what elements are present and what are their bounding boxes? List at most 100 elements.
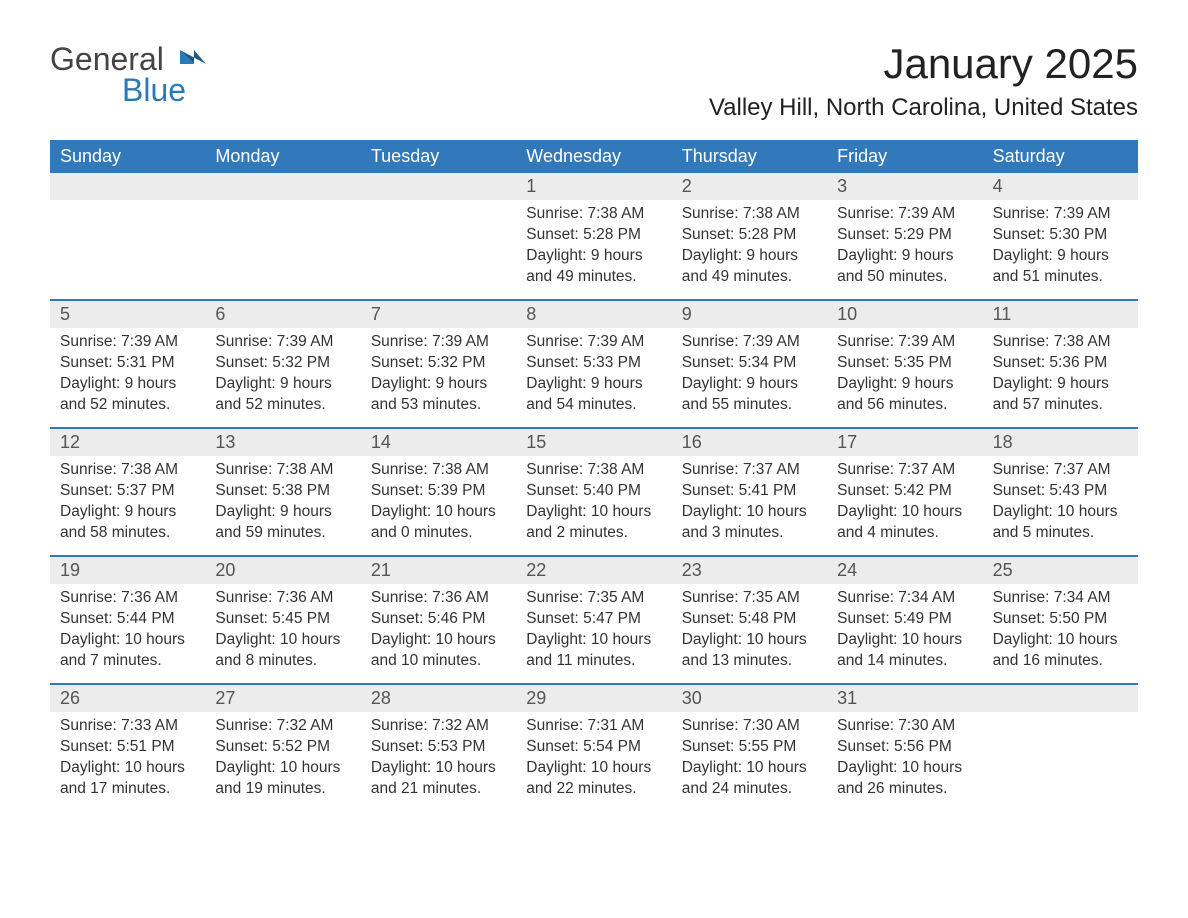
calendar-cell: 11Sunrise: 7:38 AMSunset: 5:36 PMDayligh… bbox=[983, 301, 1138, 427]
day-details: Sunrise: 7:39 AMSunset: 5:32 PMDaylight:… bbox=[361, 328, 516, 426]
day-number-row: 23 bbox=[672, 557, 827, 584]
daylight-text-1: Daylight: 9 hours bbox=[526, 374, 661, 395]
sunset-text: Sunset: 5:32 PM bbox=[215, 353, 350, 374]
calendar-cell: 31Sunrise: 7:30 AMSunset: 5:56 PMDayligh… bbox=[827, 685, 982, 811]
day-header-sun: Sunday bbox=[50, 140, 205, 173]
daylight-text-1: Daylight: 9 hours bbox=[682, 374, 817, 395]
calendar-week: 5Sunrise: 7:39 AMSunset: 5:31 PMDaylight… bbox=[50, 299, 1138, 427]
sunset-text: Sunset: 5:35 PM bbox=[837, 353, 972, 374]
day-details: Sunrise: 7:33 AMSunset: 5:51 PMDaylight:… bbox=[50, 712, 205, 810]
calendar-cell: 21Sunrise: 7:36 AMSunset: 5:46 PMDayligh… bbox=[361, 557, 516, 683]
weeks-container: ... 1 Sunrise: 7:38 AMSunset: 5:28 PMDayli… bbox=[50, 173, 1138, 811]
daylight-text-2: and 56 minutes. bbox=[837, 395, 972, 416]
day-number: 12 bbox=[60, 432, 80, 452]
day-details: Sunrise: 7:38 AMSunset: 5:28 PMDaylight:… bbox=[516, 200, 671, 298]
sunrise-text: Sunrise: 7:39 AM bbox=[993, 204, 1128, 225]
sunrise-text: Sunrise: 7:30 AM bbox=[682, 716, 817, 737]
day-details: Sunrise: 7:34 AMSunset: 5:50 PMDaylight:… bbox=[983, 584, 1138, 682]
day-number: 3 bbox=[837, 176, 847, 196]
daylight-text-1: Daylight: 10 hours bbox=[371, 630, 506, 651]
day-number: 17 bbox=[837, 432, 857, 452]
sunrise-text: Sunrise: 7:38 AM bbox=[371, 460, 506, 481]
day-number: 20 bbox=[215, 560, 235, 580]
day-headers-row: Sunday Monday Tuesday Wednesday Thursday… bbox=[50, 140, 1138, 173]
day-number: 16 bbox=[682, 432, 702, 452]
daylight-text-1: Daylight: 10 hours bbox=[60, 758, 195, 779]
day-number: 28 bbox=[371, 688, 391, 708]
day-number: 22 bbox=[526, 560, 546, 580]
day-header-thu: Thursday bbox=[672, 140, 827, 173]
sunset-text: Sunset: 5:29 PM bbox=[837, 225, 972, 246]
daylight-text-2: and 54 minutes. bbox=[526, 395, 661, 416]
daylight-text-2: and 51 minutes. bbox=[993, 267, 1128, 288]
day-number: 15 bbox=[526, 432, 546, 452]
calendar-cell: 19Sunrise: 7:36 AMSunset: 5:44 PMDayligh… bbox=[50, 557, 205, 683]
day-number-row: . bbox=[983, 685, 1138, 712]
daylight-text-1: Daylight: 10 hours bbox=[526, 502, 661, 523]
day-number: 2 bbox=[682, 176, 692, 196]
day-number: 10 bbox=[837, 304, 857, 324]
daylight-text-1: Daylight: 10 hours bbox=[993, 630, 1128, 651]
sunrise-text: Sunrise: 7:38 AM bbox=[682, 204, 817, 225]
day-details: Sunrise: 7:39 AMSunset: 5:33 PMDaylight:… bbox=[516, 328, 671, 426]
day-details: Sunrise: 7:38 AMSunset: 5:40 PMDaylight:… bbox=[516, 456, 671, 554]
sunrise-text: Sunrise: 7:34 AM bbox=[993, 588, 1128, 609]
day-details: Sunrise: 7:31 AMSunset: 5:54 PMDaylight:… bbox=[516, 712, 671, 810]
day-number: 1 bbox=[526, 176, 536, 196]
calendar-cell: 15 Sunrise: 7:38 AMSunset: 5:40 PMDayligh… bbox=[516, 429, 671, 555]
day-number-row: 27 bbox=[205, 685, 360, 712]
daylight-text-2: and 2 minutes. bbox=[526, 523, 661, 544]
sunset-text: Sunset: 5:38 PM bbox=[215, 481, 350, 502]
calendar-cell: 23Sunrise: 7:35 AMSunset: 5:48 PMDayligh… bbox=[672, 557, 827, 683]
sunset-text: Sunset: 5:41 PM bbox=[682, 481, 817, 502]
day-details: Sunrise: 7:35 AMSunset: 5:48 PMDaylight:… bbox=[672, 584, 827, 682]
calendar-cell: 7Sunrise: 7:39 AMSunset: 5:32 PMDaylight… bbox=[361, 301, 516, 427]
day-header-mon: Monday bbox=[205, 140, 360, 173]
logo: General Blue bbox=[50, 40, 206, 109]
sunset-text: Sunset: 5:31 PM bbox=[60, 353, 195, 374]
day-details: Sunrise: 7:36 AMSunset: 5:45 PMDaylight:… bbox=[205, 584, 360, 682]
day-number-row: 7 bbox=[361, 301, 516, 328]
calendar-cell: 13Sunrise: 7:38 AMSunset: 5:38 PMDayligh… bbox=[205, 429, 360, 555]
day-header-tue: Tuesday bbox=[361, 140, 516, 173]
day-number-row: 13 bbox=[205, 429, 360, 456]
day-details: Sunrise: 7:38 AMSunset: 5:38 PMDaylight:… bbox=[205, 456, 360, 554]
day-number-row: 29 bbox=[516, 685, 671, 712]
month-title: January 2025 bbox=[709, 40, 1138, 88]
daylight-text-2: and 50 minutes. bbox=[837, 267, 972, 288]
day-details: Sunrise: 7:37 AMSunset: 5:42 PMDaylight:… bbox=[827, 456, 982, 554]
daylight-text-1: Daylight: 10 hours bbox=[837, 502, 972, 523]
day-number: 29 bbox=[526, 688, 546, 708]
day-number: 25 bbox=[993, 560, 1013, 580]
sunset-text: Sunset: 5:30 PM bbox=[993, 225, 1128, 246]
day-number-row: 2 bbox=[672, 173, 827, 200]
day-number-row: . bbox=[205, 173, 360, 200]
location-subtitle: Valley Hill, North Carolina, United Stat… bbox=[709, 94, 1138, 122]
sunrise-text: Sunrise: 7:37 AM bbox=[682, 460, 817, 481]
daylight-text-2: and 52 minutes. bbox=[215, 395, 350, 416]
day-number-row: 8 bbox=[516, 301, 671, 328]
calendar-cell: 18Sunrise: 7:37 AMSunset: 5:43 PMDayligh… bbox=[983, 429, 1138, 555]
calendar-cell: 17 Sunrise: 7:37 AMSunset: 5:42 PMDayligh… bbox=[827, 429, 982, 555]
daylight-text-1: Daylight: 9 hours bbox=[682, 246, 817, 267]
day-number-row: 20 bbox=[205, 557, 360, 584]
calendar-cell: . bbox=[983, 685, 1138, 811]
day-details: Sunrise: 7:39 AMSunset: 5:31 PMDaylight:… bbox=[50, 328, 205, 426]
calendar-cell: 1 Sunrise: 7:38 AMSunset: 5:28 PMDaylight… bbox=[516, 173, 671, 299]
sunrise-text: Sunrise: 7:32 AM bbox=[215, 716, 350, 737]
day-number-row: 31 bbox=[827, 685, 982, 712]
day-details: Sunrise: 7:35 AMSunset: 5:47 PMDaylight:… bbox=[516, 584, 671, 682]
sunset-text: Sunset: 5:37 PM bbox=[60, 481, 195, 502]
daylight-text-2: and 13 minutes. bbox=[682, 651, 817, 672]
sunrise-text: Sunrise: 7:38 AM bbox=[215, 460, 350, 481]
sunset-text: Sunset: 5:56 PM bbox=[837, 737, 972, 758]
day-number: 30 bbox=[682, 688, 702, 708]
calendar-cell: 12Sunrise: 7:38 AMSunset: 5:37 PMDayligh… bbox=[50, 429, 205, 555]
sunrise-text: Sunrise: 7:32 AM bbox=[371, 716, 506, 737]
calendar-cell: . bbox=[361, 173, 516, 299]
day-details: Sunrise: 7:32 AMSunset: 5:52 PMDaylight:… bbox=[205, 712, 360, 810]
sunset-text: Sunset: 5:55 PM bbox=[682, 737, 817, 758]
daylight-text-1: Daylight: 10 hours bbox=[837, 758, 972, 779]
day-number-row: 10 bbox=[827, 301, 982, 328]
calendar-cell: 14Sunrise: 7:38 AMSunset: 5:39 PMDayligh… bbox=[361, 429, 516, 555]
